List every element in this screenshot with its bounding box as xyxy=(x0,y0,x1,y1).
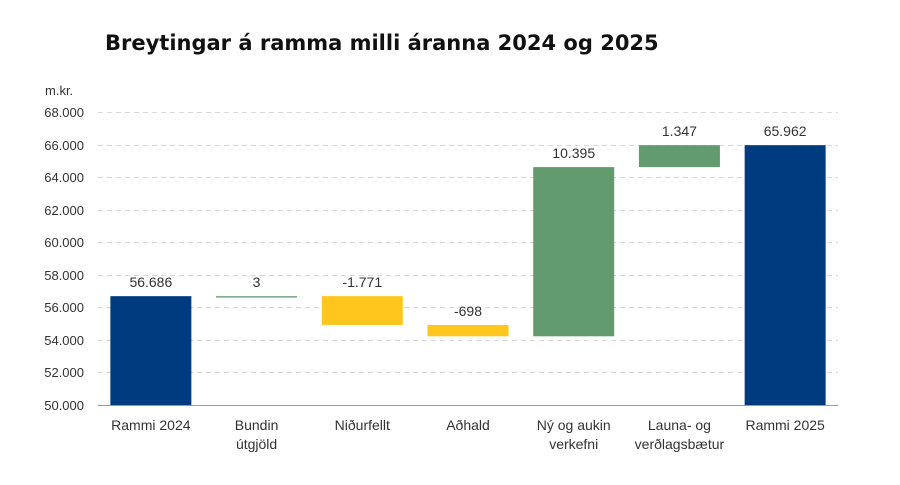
y-tick-label: 64.000 xyxy=(44,170,84,185)
y-tick-label: 54.000 xyxy=(44,333,84,348)
waterfall-bar xyxy=(638,145,720,168)
x-axis-ticks: Rammi 2024 Bundin útgjöld Niðurfellt Aðhald N… xyxy=(111,417,825,452)
x-tick-label: Ný og aukin verkefni xyxy=(537,417,611,452)
waterfall-bar xyxy=(216,296,298,298)
y-tick-label: 58.000 xyxy=(44,268,84,283)
data-labels: 56.686 3 -1.771 -698 10.395 1.347 65.962 xyxy=(129,123,806,319)
x-tick-label: Bundin útgjöld xyxy=(235,417,279,452)
y-tick-label: 50.000 xyxy=(44,398,84,413)
x-tick-label: Rammi 2025 xyxy=(745,417,825,433)
data-label: 1.347 xyxy=(662,123,697,139)
data-label: -698 xyxy=(454,303,482,319)
data-label: 3 xyxy=(253,274,261,290)
y-tick-label: 60.000 xyxy=(44,235,84,250)
y-tick-label: 66.000 xyxy=(44,138,84,153)
y-unit-label: m.kr. xyxy=(45,83,73,98)
y-tick-label: 62.000 xyxy=(44,203,84,218)
y-tick-label: 56.000 xyxy=(44,300,84,315)
waterfall-bar xyxy=(533,167,615,337)
y-tick-label: 68.000 xyxy=(44,105,84,120)
data-label: -1.771 xyxy=(342,274,382,290)
data-label: 65.962 xyxy=(764,123,807,139)
y-tick-label: 52.000 xyxy=(44,365,84,380)
x-tick-label: Niðurfellt xyxy=(335,417,390,433)
data-label: 56.686 xyxy=(129,274,172,290)
x-tick-label: Launa- og verðlagsbætur xyxy=(635,417,725,452)
data-label: 10.395 xyxy=(552,145,595,161)
x-tick-label: Aðhald xyxy=(446,417,490,433)
waterfall-bar xyxy=(427,324,509,337)
chart-title: Breytingar á ramma milli áranna 2024 og … xyxy=(105,31,659,55)
bars xyxy=(110,145,826,405)
x-tick-label: Rammi 2024 xyxy=(111,417,191,433)
waterfall-bar xyxy=(110,296,192,405)
waterfall-bar xyxy=(744,145,826,405)
waterfall-bar xyxy=(321,296,403,325)
y-axis-ticks: 50.000 52.000 54.000 56.000 58.000 60.000 62.0… xyxy=(44,105,84,413)
